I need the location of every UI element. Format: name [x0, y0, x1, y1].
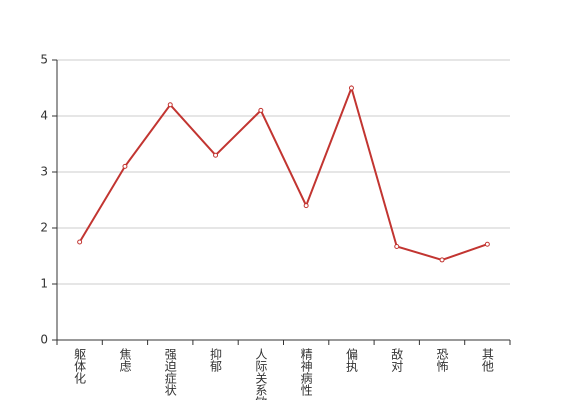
- point: [258, 107, 264, 113]
- point: [213, 152, 219, 158]
- point: [484, 241, 490, 247]
- x-tick-label: 偏执: [344, 347, 358, 373]
- x-tick-label: 焦虑: [118, 348, 132, 372]
- y-tick-label: 4: [40, 109, 48, 123]
- x-tick-label: 强迫症状: [163, 348, 177, 396]
- x-tick-label: 恐怖: [435, 348, 449, 372]
- line: [78, 84, 488, 261]
- x-tick-label: 敌对: [390, 347, 404, 372]
- point: [348, 85, 354, 91]
- x-tick-label: 抑郁: [209, 347, 223, 373]
- y-tick-label: 2: [40, 221, 48, 235]
- point: [122, 163, 128, 169]
- point: [167, 102, 173, 108]
- x-tick-label: 精神病性: [299, 348, 313, 397]
- x-tick-label: 人际关系敏感: [254, 348, 268, 400]
- y-tick-label: 1: [40, 277, 48, 291]
- point: [77, 239, 83, 245]
- x-tick-label: 其他: [480, 348, 494, 372]
- point: [394, 243, 400, 249]
- y-tick-label: 0: [40, 333, 48, 347]
- point: [303, 203, 309, 209]
- y-tick-label: 3: [40, 165, 48, 179]
- point: [439, 257, 445, 263]
- y-tick-label: 5: [40, 53, 48, 67]
- x-tick-label: 躯体化: [73, 347, 87, 385]
